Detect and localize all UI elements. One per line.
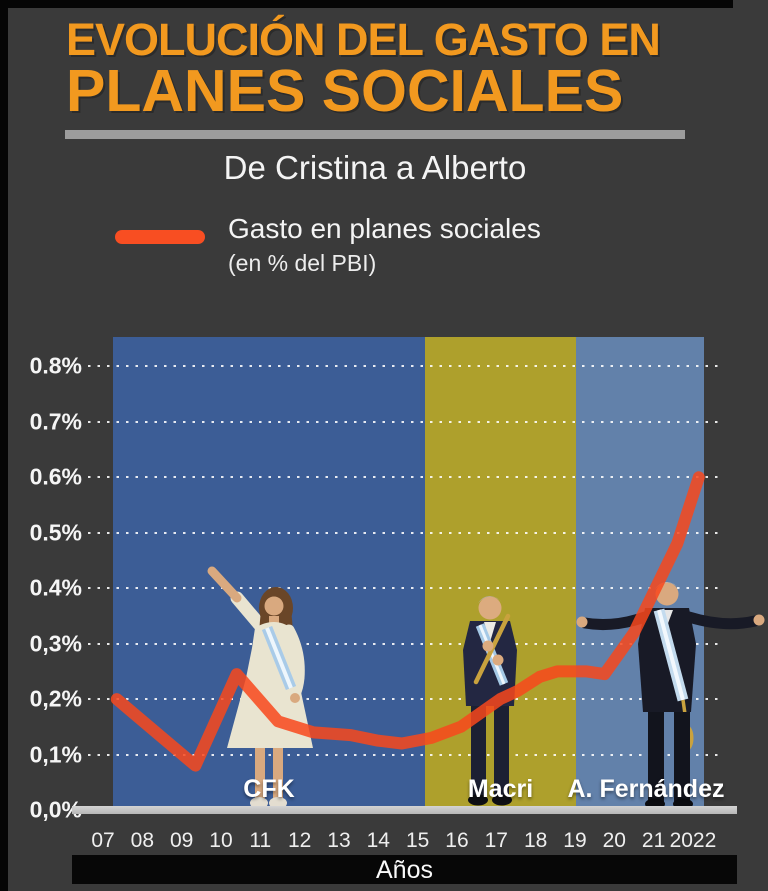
- x-tick-label: 14: [366, 829, 390, 852]
- x-tick-label: 18: [523, 829, 548, 852]
- x-tick-label: 09: [169, 829, 194, 852]
- x-tick-label: 07: [91, 829, 115, 852]
- cfk-figure-illustration: [207, 566, 313, 809]
- x-axis-baseline: [72, 806, 737, 814]
- x-tick-label: 10: [209, 829, 233, 852]
- y-tick-label: 0,1%: [29, 741, 82, 768]
- x-axis-title: Años: [376, 856, 433, 884]
- x-axis-title-bar: Años: [72, 855, 737, 884]
- y-tick-label: 0,3%: [29, 630, 82, 657]
- x-tick-label: 08: [130, 829, 155, 852]
- x-tick-label: 21: [641, 829, 666, 852]
- subtitle: De Cristina a Alberto: [223, 149, 527, 186]
- legend-sublabel: (en % del PBI): [228, 250, 377, 276]
- top-border: [0, 0, 733, 8]
- x-tick-label: 2022: [669, 829, 717, 852]
- x-tick-label: 19: [563, 829, 587, 852]
- x-tick-label: 17: [484, 829, 508, 852]
- x-tick-label: 15: [405, 829, 430, 852]
- y-tick-label: 0,2%: [29, 685, 82, 712]
- y-tick-label: 0.6%: [29, 463, 82, 490]
- region-label-3: A. Fernández: [567, 775, 725, 803]
- legend-line-swatch: [115, 230, 205, 244]
- legend-label: Gasto en planes sociales: [228, 213, 541, 244]
- cfk-photo: [197, 560, 333, 810]
- title-divider: [65, 130, 685, 139]
- gridline-0.5%: [88, 531, 723, 534]
- page-title-line2: PLANES SOCIALES: [66, 58, 624, 124]
- y-tick-label: 0,0%: [29, 796, 82, 823]
- page-title-line1: EVOLUCIÓN DEL GASTO EN: [66, 14, 661, 65]
- region-label-1: CFK: [243, 775, 295, 803]
- gridline-0.8%: [88, 365, 723, 368]
- x-tick-label: 11: [249, 829, 272, 852]
- gridline-0.7%: [88, 420, 723, 423]
- x-tick-label: 20: [602, 829, 626, 852]
- gridline-0.6%: [88, 476, 723, 479]
- left-border: [0, 0, 8, 891]
- y-tick-label: 0.4%: [29, 574, 82, 601]
- x-tick-label: 13: [327, 829, 351, 852]
- x-tick-label: 12: [287, 829, 312, 852]
- y-tick-label: 0.8%: [29, 352, 82, 379]
- x-tick-label: 16: [445, 829, 469, 852]
- region-label-2: Macri: [467, 775, 534, 803]
- y-tick-label: 0.7%: [29, 408, 82, 435]
- y-tick-label: 0.5%: [29, 519, 82, 546]
